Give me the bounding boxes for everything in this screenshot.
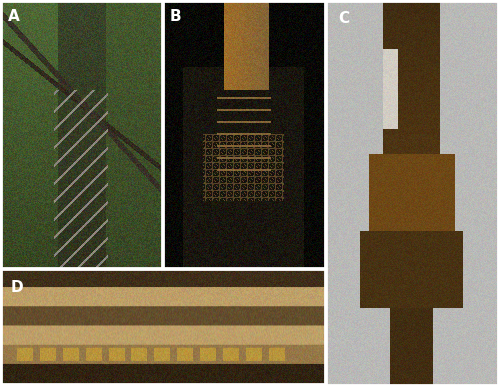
- Text: C: C: [338, 10, 349, 25]
- Text: A: A: [8, 9, 19, 24]
- Text: D: D: [10, 281, 24, 296]
- Text: B: B: [170, 9, 181, 24]
